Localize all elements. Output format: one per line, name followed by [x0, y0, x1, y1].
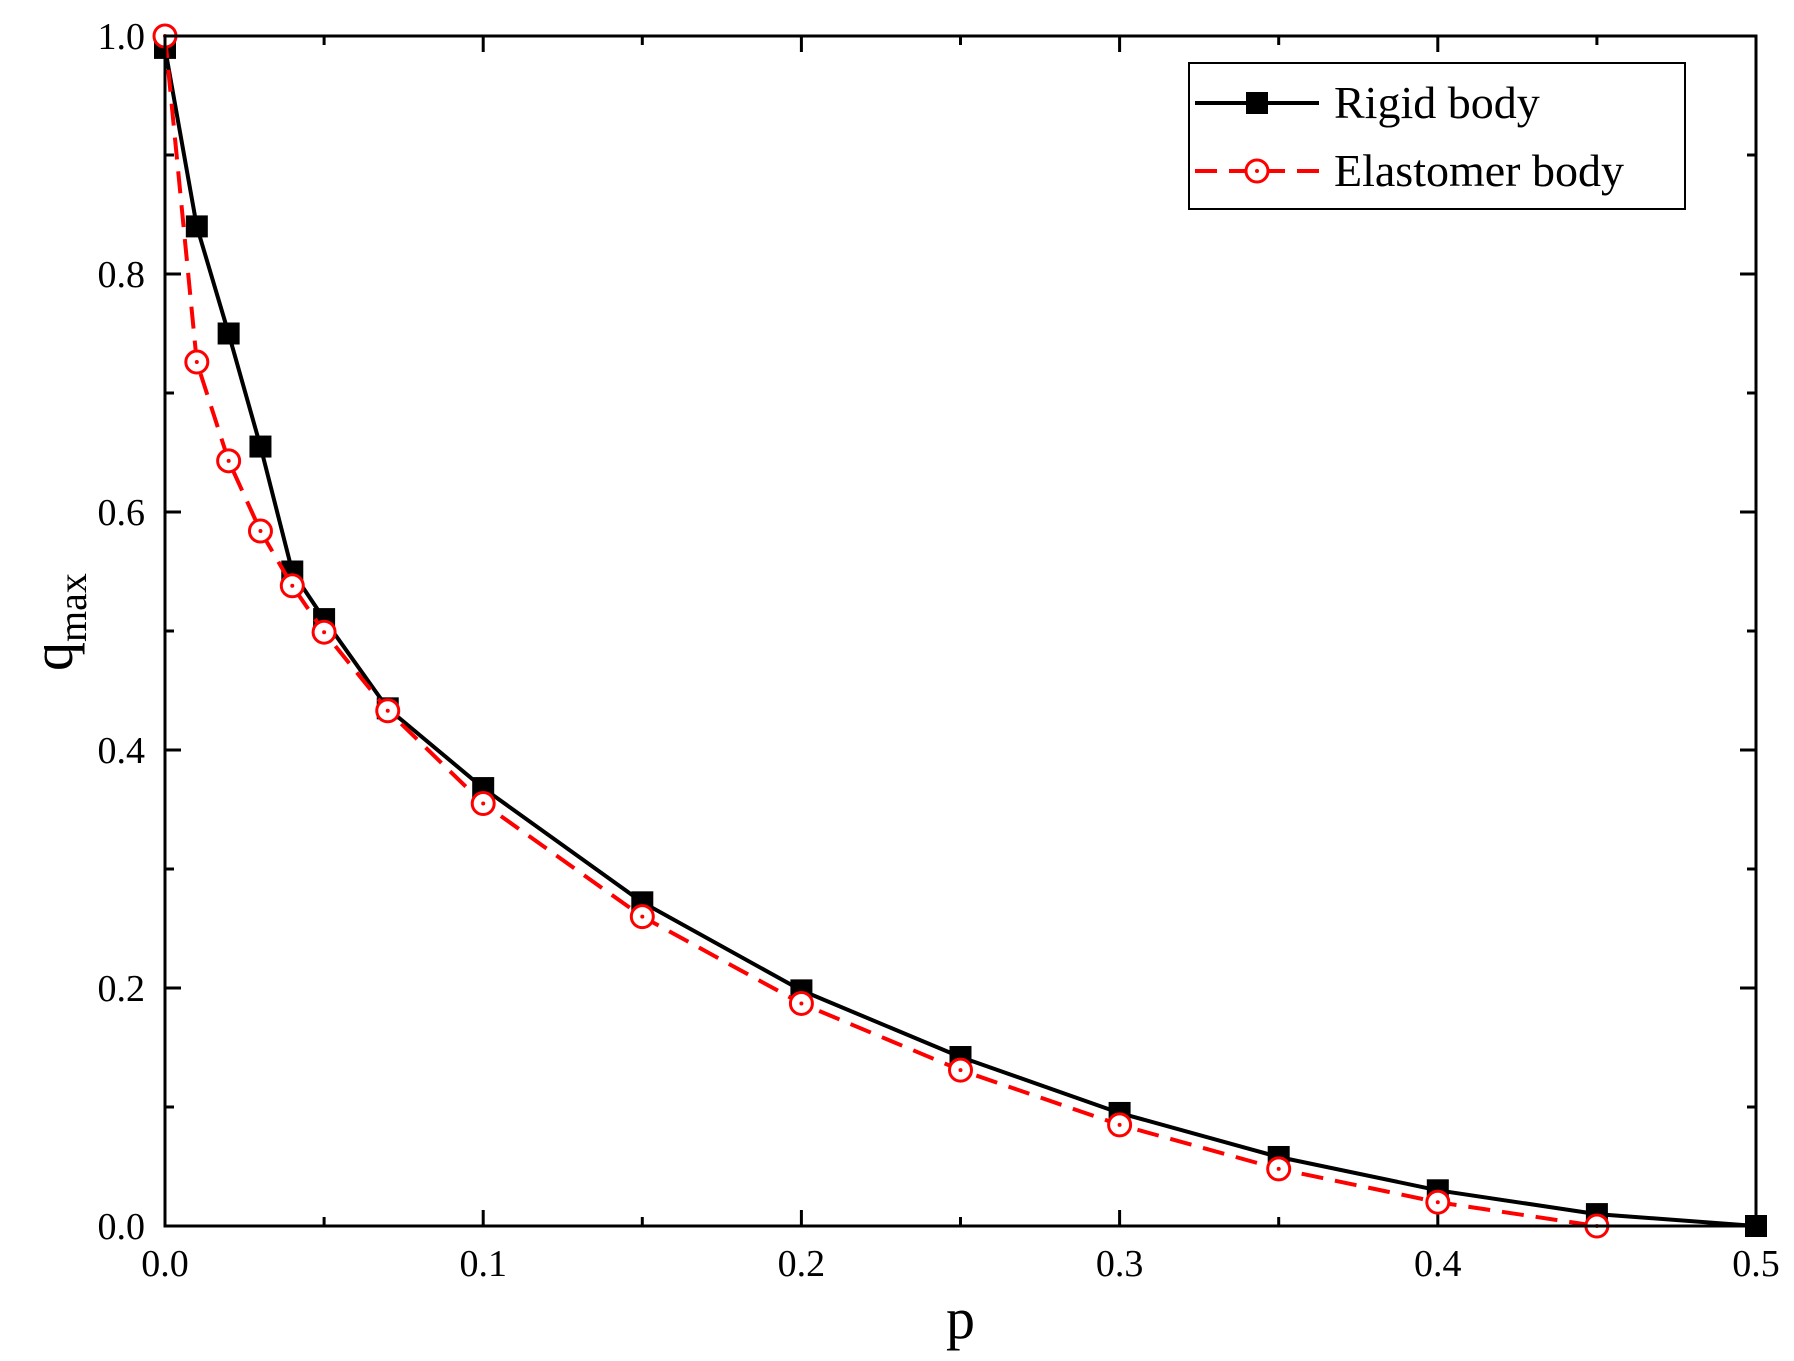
y-axis-title-main: q	[20, 642, 85, 671]
data-point	[216, 448, 242, 474]
y-axis-title: qmax	[20, 573, 95, 671]
data-point	[1107, 1112, 1133, 1138]
series-rigid-body	[154, 36, 1767, 1237]
data-point	[948, 1057, 973, 1083]
y-tick-label: 0.4	[98, 730, 146, 772]
axes: 0.0 0.1 0.2 0.3 0.4 0.5 0.0 0.2 0.4 0.6 0.8 1.0	[98, 16, 1780, 1285]
data-point	[375, 698, 401, 724]
x-tick-label: 0.3	[1096, 1243, 1144, 1285]
y-tick-label: 0.2	[98, 968, 146, 1010]
data-point	[184, 349, 210, 375]
legend: Rigid body Elastomer body	[1188, 62, 1686, 210]
x-tick-label: 0.5	[1732, 1243, 1780, 1285]
x-axis-title: p	[946, 1286, 975, 1351]
y-tick-label: 0.0	[98, 1206, 146, 1248]
series-line	[163, 47, 1757, 1228]
legend-marker	[1246, 92, 1268, 114]
data-point	[185, 215, 208, 238]
legend-label: Rigid body	[1334, 77, 1540, 128]
series-line	[163, 35, 1598, 1228]
y-axis-title-sub: max	[50, 573, 95, 642]
plot-frame	[163, 34, 1758, 1228]
data-point	[217, 322, 240, 345]
legend-item: Elastomer body	[1195, 145, 1624, 196]
x-tick-label: 0.1	[459, 1243, 507, 1285]
legend-box	[1188, 62, 1686, 210]
data-point	[249, 435, 272, 458]
data-point	[311, 619, 337, 645]
legend-label: Elastomer body	[1334, 145, 1624, 196]
data-point	[788, 990, 814, 1016]
data-point	[1425, 1189, 1451, 1215]
data-point	[629, 904, 655, 930]
y-tick-label: 1.0	[98, 16, 146, 58]
legend-item: Rigid body	[1195, 77, 1540, 128]
x-tick-label: 0.4	[1414, 1243, 1462, 1285]
y-tick-label: 0.8	[98, 254, 146, 296]
legend-marker	[1244, 158, 1270, 184]
data-point	[279, 573, 305, 599]
data-point	[1266, 1156, 1292, 1182]
x-tick-label: 0.0	[141, 1243, 189, 1285]
data-point	[470, 791, 496, 817]
x-tick-label: 0.2	[778, 1243, 826, 1285]
y-tick-label: 0.6	[98, 492, 146, 534]
data-point	[247, 518, 273, 544]
